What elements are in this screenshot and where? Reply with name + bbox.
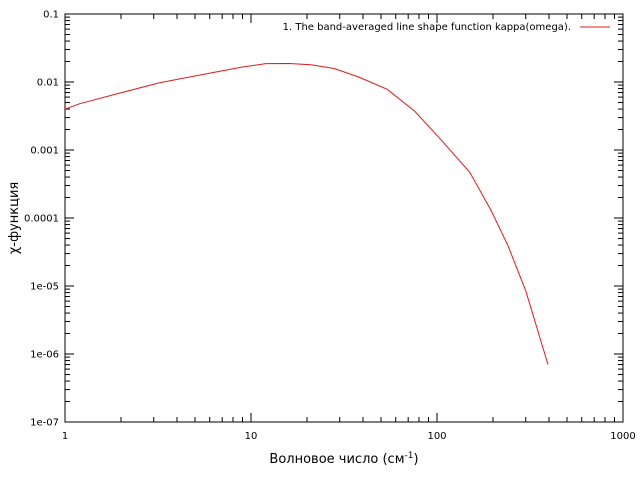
series-layer bbox=[64, 63, 549, 365]
axis-tick-labels: 1 10 100 1000 1e-07 1e-06 1e-05 0.0001 0.001 0.01… bbox=[24, 10, 636, 443]
plot-frame bbox=[64, 13, 624, 423]
x-tick-label: 10 bbox=[245, 431, 258, 442]
y-tick-label: 0.001 bbox=[30, 146, 59, 157]
y-axis-label: χ-функция bbox=[7, 182, 22, 254]
x-tick-label: 100 bbox=[427, 431, 446, 442]
x-axis-label: Волновое число (см-1) bbox=[269, 451, 418, 467]
y-tick-label: 0.0001 bbox=[24, 214, 59, 225]
axis-ticks bbox=[64, 13, 624, 423]
y-tick-label: 0.01 bbox=[37, 78, 59, 89]
y-tick-label: 1e-07 bbox=[30, 418, 59, 429]
legend: 1. The band-averaged line shape function… bbox=[283, 22, 610, 33]
y-tick-label: 0.1 bbox=[43, 10, 59, 21]
y-tick-label: 1e-06 bbox=[30, 350, 59, 361]
legend-entry-label: 1. The band-averaged line shape function… bbox=[283, 22, 571, 33]
y-tick-label: 1e-05 bbox=[30, 282, 59, 293]
x-tick-label: 1000 bbox=[610, 431, 635, 442]
x-tick-label: 1 bbox=[62, 431, 68, 442]
series-line-1 bbox=[64, 63, 549, 365]
